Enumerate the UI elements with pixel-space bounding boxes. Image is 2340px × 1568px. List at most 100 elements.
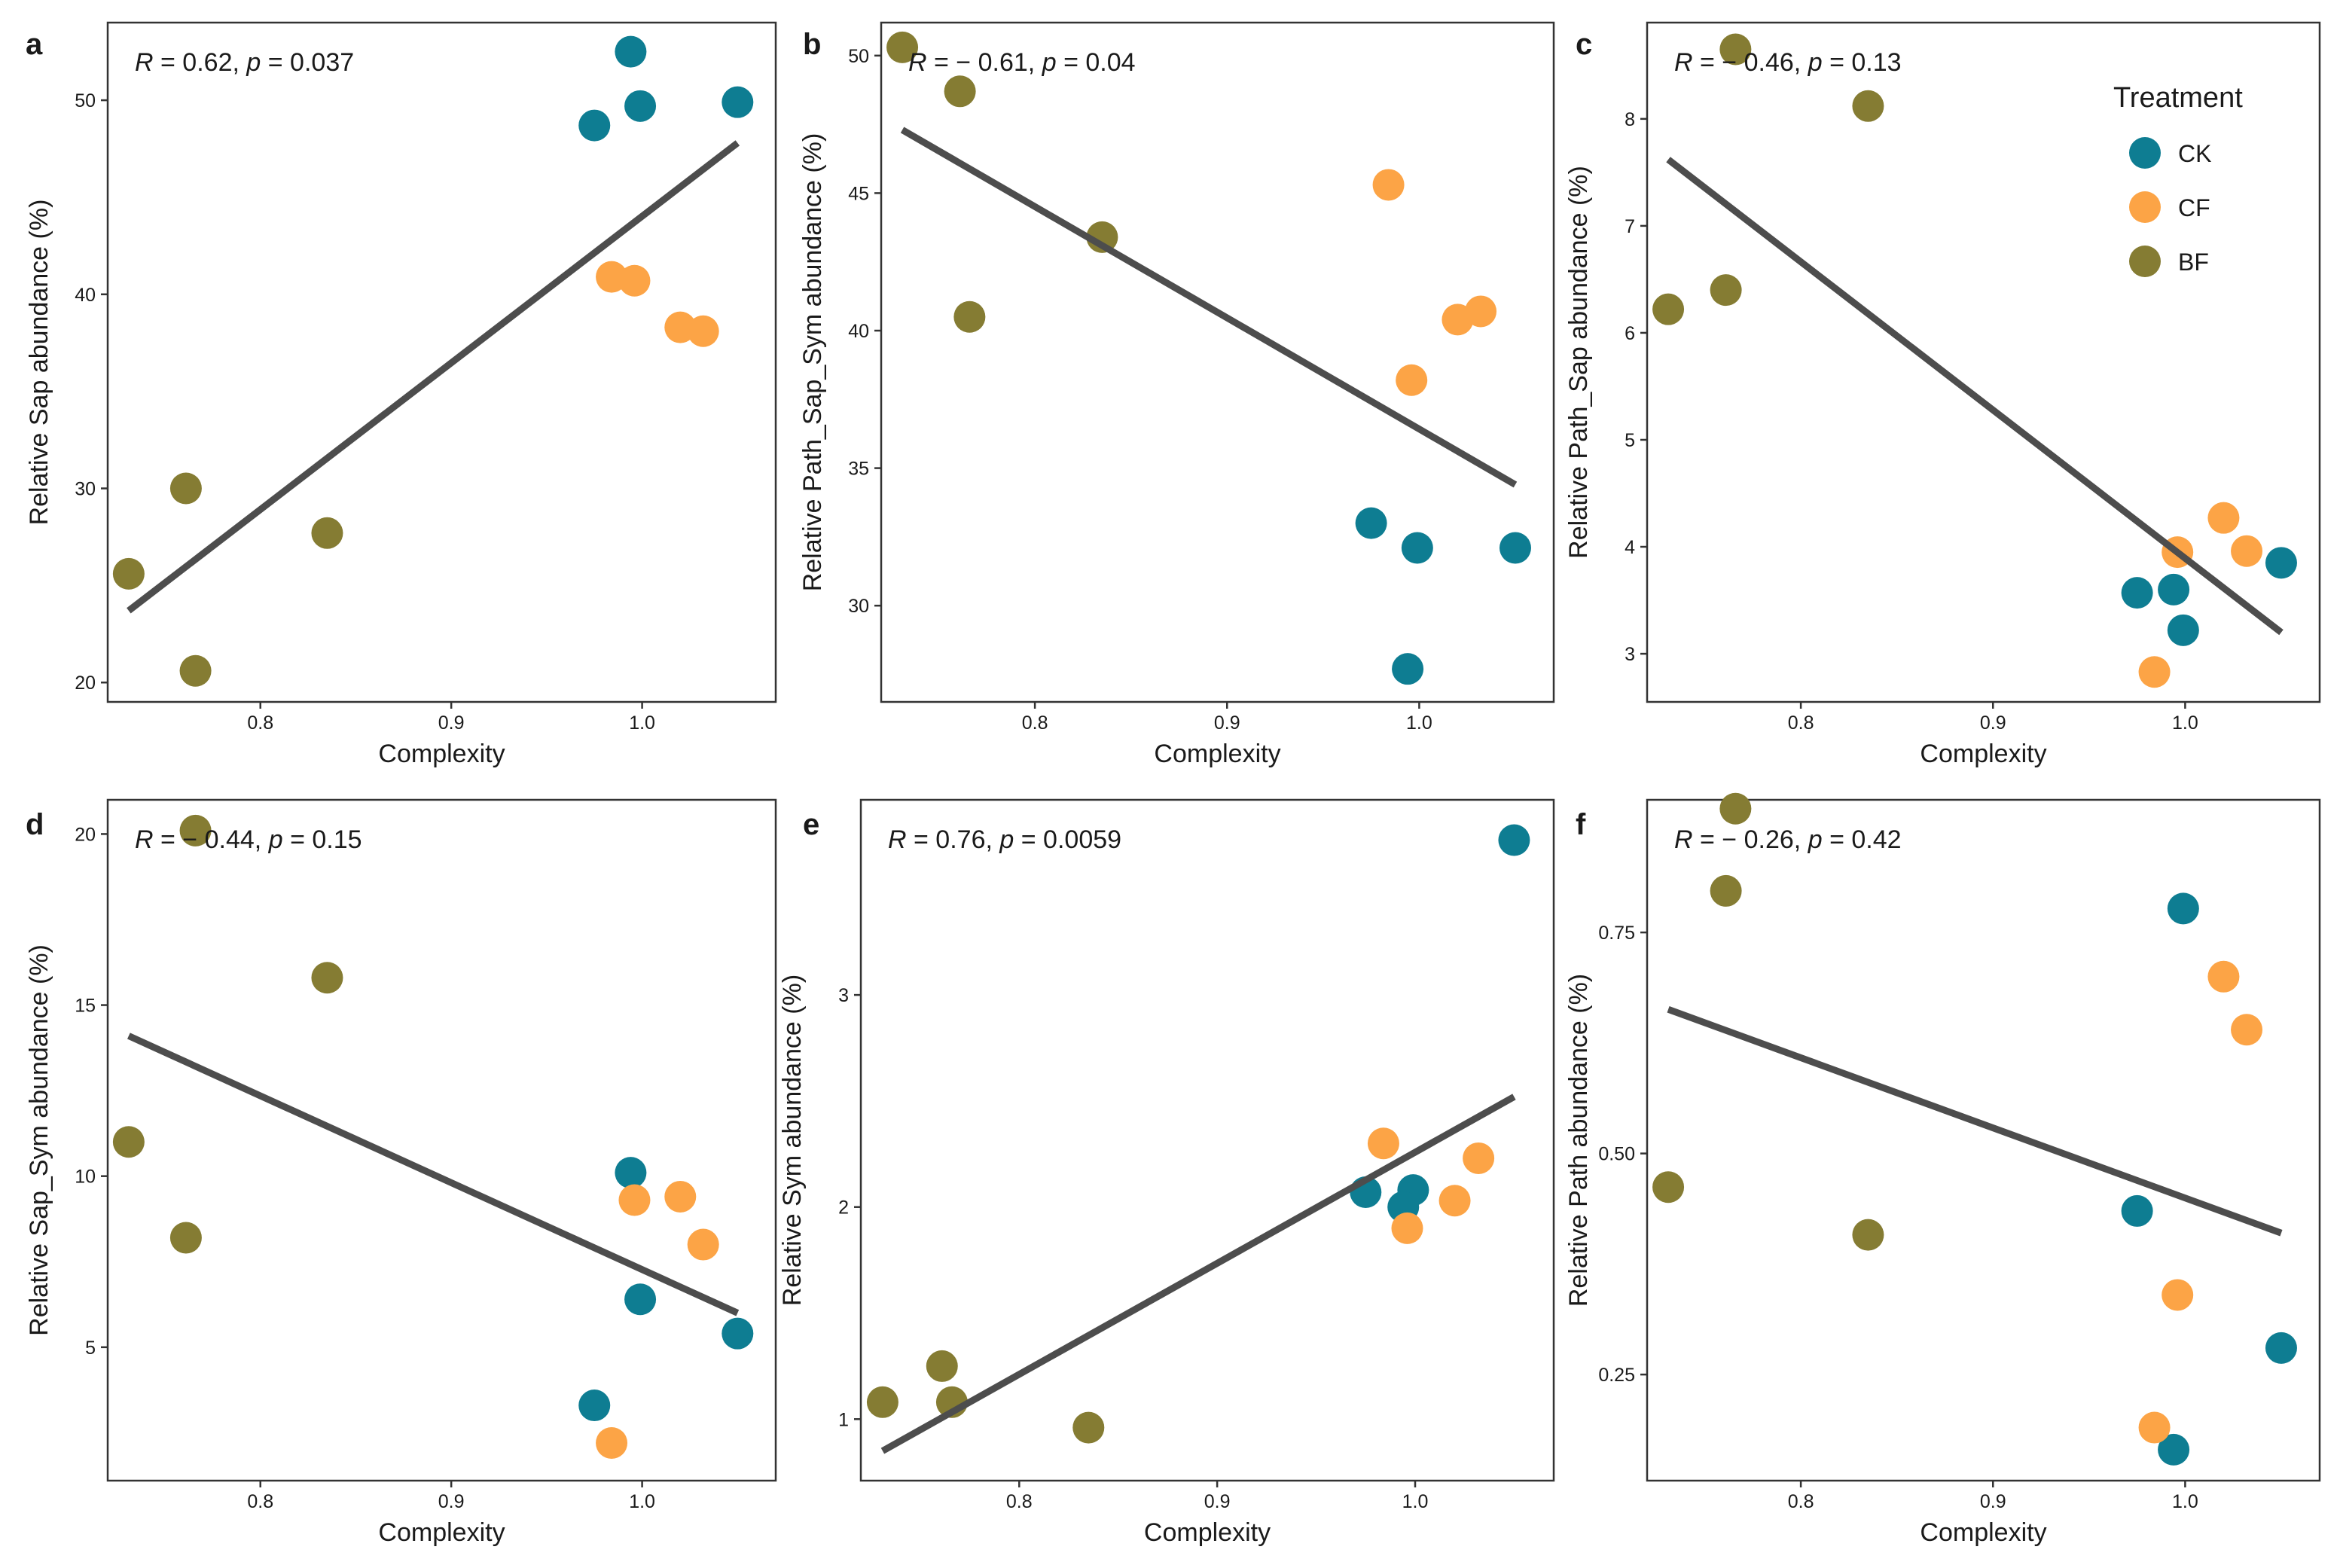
point-bf	[112, 557, 145, 590]
r-value: = − 0.26	[1693, 825, 1794, 854]
correlation-annotation: R = − 0.61, p = 0.04	[908, 48, 1136, 77]
x-tick-label: 0.8	[1006, 1491, 1033, 1512]
y-tick-label: 8	[1625, 109, 1635, 130]
point-bf	[169, 472, 202, 505]
regression-line	[880, 1094, 1516, 1454]
plot-frame	[106, 798, 777, 1482]
legend-label: CK	[2178, 140, 2211, 167]
x-axis-label: Complexity	[1144, 1518, 1271, 1547]
point-bf	[311, 962, 343, 994]
x-axis-label: Complexity	[378, 740, 505, 768]
y-tick-label: 45	[848, 183, 869, 204]
point-ck	[1499, 532, 1531, 564]
panel-letter: e	[803, 808, 819, 841]
panel-letter: c	[1576, 28, 1592, 61]
panel-f: 0.8 0.9 1.0 0.25 0.50 0.75 Complexity Relative …	[1564, 792, 2321, 1547]
x-tick-label: 0.9	[1980, 1491, 2006, 1512]
point-cf	[687, 1228, 719, 1261]
y-axis-label: Relative Path_Sap abundance (%)	[1564, 166, 1593, 559]
p-value: = 0.13	[1823, 48, 1902, 77]
point-ck	[2121, 577, 2153, 609]
point-cf	[1367, 1127, 1399, 1160]
point-ck	[1392, 653, 1424, 685]
x-tick-label: 1.0	[629, 1491, 655, 1512]
y-tick-label: 40	[75, 285, 96, 306]
point-cf	[1396, 364, 1428, 396]
point-cf	[618, 264, 651, 297]
point-bf	[179, 654, 212, 687]
r-value: = − 0.61	[927, 48, 1028, 77]
point-ck	[578, 109, 611, 142]
x-axis-label: Complexity	[378, 1518, 505, 1547]
point-bf	[1652, 1171, 1685, 1203]
y-tick-label: 50	[75, 90, 96, 111]
r-value: = − 0.44	[154, 825, 255, 854]
y-tick-label: 35	[848, 459, 869, 480]
panel-letter: d	[26, 808, 44, 841]
x-tick-label: 0.9	[1214, 712, 1240, 734]
y-axis-label: Relative Sap abundance (%)	[25, 200, 53, 526]
point-ck	[624, 90, 657, 122]
point-ck	[1355, 507, 1387, 539]
point-bf	[1852, 90, 1884, 122]
point-bf	[1719, 792, 1752, 825]
legend-marker-cf	[2129, 191, 2161, 223]
x-tick-label: 1.0	[629, 712, 655, 734]
p-value: = 0.15	[283, 825, 362, 854]
point-ck	[1401, 532, 1433, 564]
point-ck	[2167, 614, 2199, 646]
x-tick-label: 1.0	[1406, 712, 1432, 734]
panel-a: 0.8 0.9 1.0 20 30 40 50 Complexity Relative Sap …	[25, 21, 777, 768]
x-tick-label: 0.8	[1788, 712, 1814, 734]
p-value: = 0.42	[1823, 825, 1902, 854]
point-bf	[311, 517, 343, 549]
point-cf	[2231, 1014, 2263, 1046]
r-value: = 0.76	[907, 825, 986, 854]
y-tick-label: 50	[848, 46, 869, 67]
x-tick-label: 0.8	[247, 1491, 273, 1512]
p-value: = 0.037	[261, 48, 354, 77]
y-tick-label: 6	[1625, 323, 1635, 344]
point-cf	[1463, 1142, 1495, 1174]
point-bf	[179, 814, 212, 847]
x-tick-label: 1.0	[1402, 1491, 1429, 1512]
correlation-annotation: R = 0.76, p = 0.0059	[888, 825, 1121, 854]
y-tick-label: 1	[838, 1409, 849, 1430]
plot-frame	[1646, 798, 2321, 1482]
point-bf	[1652, 293, 1685, 325]
point-ck	[2265, 547, 2297, 579]
legend-marker-bf	[2129, 246, 2161, 277]
regression-line	[127, 1033, 740, 1316]
point-ck	[578, 1390, 611, 1422]
point-cf	[2138, 656, 2171, 688]
point-cf	[2231, 535, 2263, 567]
point-ck	[615, 35, 647, 68]
point-bf	[169, 1222, 202, 1254]
point-bf	[1852, 1219, 1884, 1251]
point-bf	[1710, 874, 1742, 907]
x-tick-label: 1.0	[2172, 712, 2198, 734]
legend-label: BF	[2178, 249, 2209, 276]
y-axis-label: Relative Sym abundance (%)	[778, 975, 807, 1306]
x-axis-label: Complexity	[1920, 740, 2046, 768]
point-ck	[722, 1317, 754, 1350]
point-cf	[2207, 502, 2240, 534]
legend: Treatment CK CF BF	[2113, 82, 2243, 277]
point-cf	[618, 1184, 651, 1216]
point-bf	[944, 75, 976, 108]
y-axis-label: Relative Path_Sap_Sym abundance (%)	[798, 133, 827, 592]
point-bf	[866, 1386, 898, 1418]
x-axis-label: Complexity	[1154, 740, 1280, 768]
panel-d: 0.8 0.9 1.0 5 10 15 20 Complexity Relative Sap_S…	[25, 798, 777, 1547]
p-value: = 0.0059	[1014, 825, 1121, 854]
point-bf	[1072, 1411, 1105, 1444]
plot-frame	[106, 21, 777, 703]
correlation-annotation: R = 0.62, p = 0.037	[135, 48, 354, 77]
y-tick-label: 30	[848, 596, 869, 617]
correlation-annotation: R = − 0.26, p = 0.42	[1674, 825, 1902, 854]
panel-letter: a	[26, 28, 43, 61]
plot-frame	[880, 21, 1555, 703]
x-tick-label: 0.8	[247, 712, 273, 734]
point-cf	[2162, 1279, 2194, 1311]
point-bf	[1086, 221, 1118, 253]
